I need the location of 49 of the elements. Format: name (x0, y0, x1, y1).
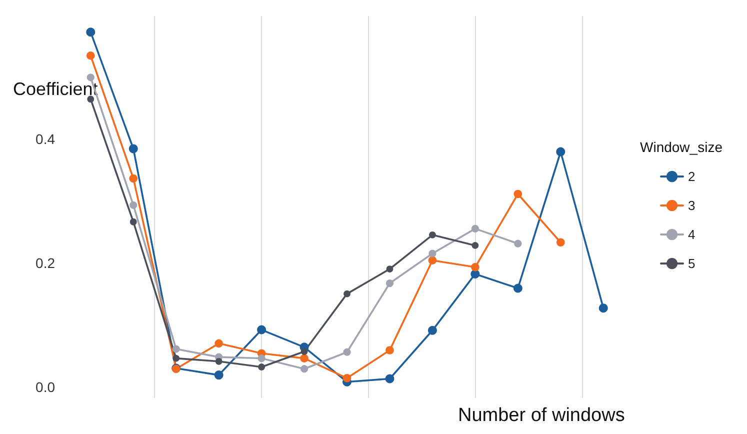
point (471, 224, 479, 232)
point (386, 266, 394, 272)
point (556, 147, 566, 156)
point (513, 284, 522, 293)
point (428, 250, 436, 258)
legend-label: 4 (688, 227, 696, 242)
point (428, 326, 437, 335)
point (598, 304, 608, 313)
point (215, 358, 222, 365)
point (300, 348, 308, 355)
y-tick-label: 0.4 (36, 130, 56, 147)
legend-title: Window_size (640, 139, 723, 155)
point (214, 370, 224, 380)
point (86, 74, 94, 82)
point (300, 365, 308, 373)
point (258, 364, 265, 370)
point (343, 348, 351, 356)
point (385, 374, 394, 384)
point (86, 28, 96, 37)
point (471, 263, 480, 272)
point (514, 190, 522, 198)
point (130, 201, 138, 209)
point (258, 354, 266, 362)
y-axis-title: Coefficient (13, 79, 98, 99)
point (172, 345, 180, 353)
point (428, 256, 437, 264)
x-axis-title: Number of windows (458, 405, 625, 426)
point (556, 238, 565, 246)
legend-label: 3 (688, 198, 696, 213)
legend-label: 2 (688, 169, 696, 184)
legend-label: 5 (688, 256, 696, 271)
point (472, 242, 479, 249)
point (386, 346, 394, 354)
point (514, 240, 522, 248)
point (214, 339, 223, 348)
point (128, 144, 138, 154)
point (386, 279, 394, 288)
y-tick-label: 0.2 (36, 254, 56, 271)
point (129, 174, 138, 183)
y-tick-label: 0.0 (36, 378, 56, 395)
point (86, 52, 95, 60)
point (172, 354, 180, 362)
point (429, 231, 436, 238)
point (257, 325, 266, 334)
point (300, 354, 308, 362)
point (344, 290, 350, 298)
point (87, 96, 94, 103)
point (342, 374, 352, 382)
point (130, 218, 137, 226)
